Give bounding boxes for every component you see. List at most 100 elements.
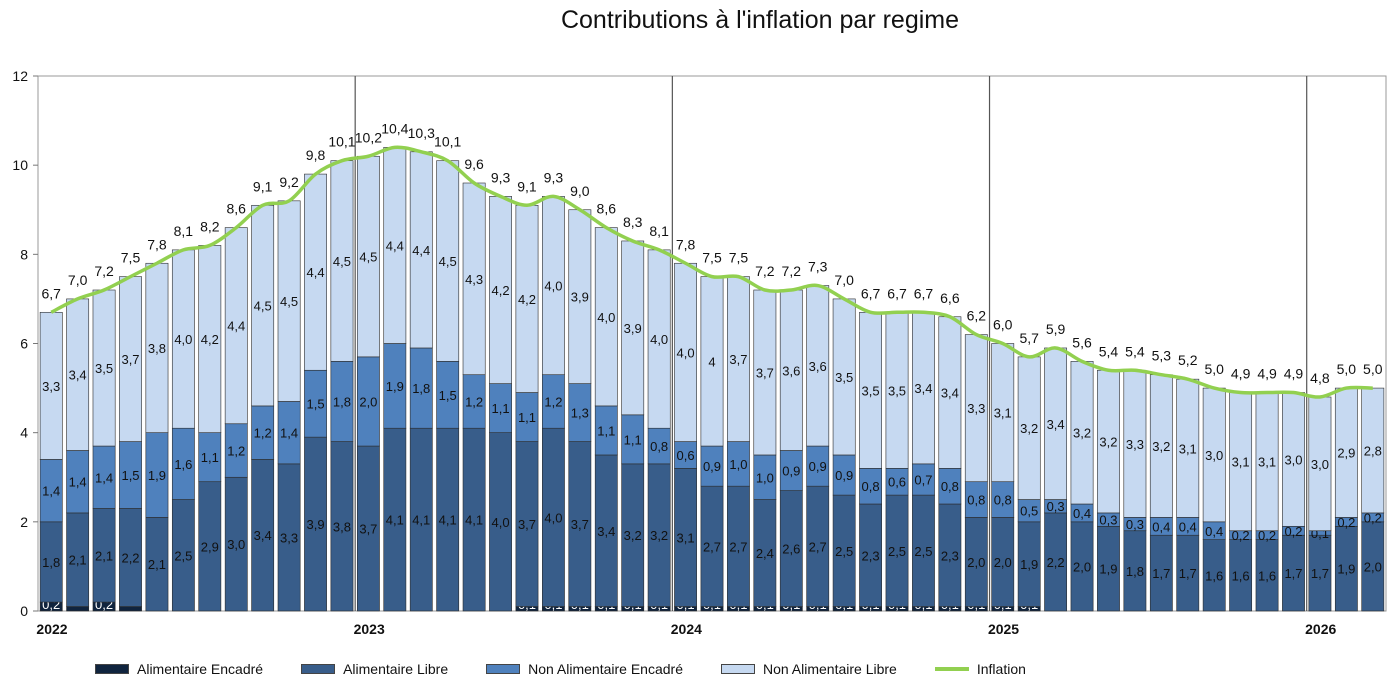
bar-value-label: 4,4 xyxy=(386,238,404,253)
bar-value-label: 1,8 xyxy=(412,381,430,396)
inflation-value-label: 8,6 xyxy=(597,201,617,217)
inflation-value-label: 7,0 xyxy=(68,272,88,288)
bar-value-label: 1,4 xyxy=(95,470,113,485)
inflation-value-label: 7,8 xyxy=(676,236,696,252)
bar-value-label: 1,4 xyxy=(69,475,87,490)
bar-value-label: 0,3 xyxy=(1047,499,1065,514)
bar-value-label: 3,0 xyxy=(227,537,245,552)
bar-value-label: 3,3 xyxy=(280,530,298,545)
bar-value-label: 3,4 xyxy=(597,524,615,539)
bar-value-label: 1,0 xyxy=(756,470,774,485)
bar-value-label: 3,7 xyxy=(121,352,139,367)
bar-value-label: 3,4 xyxy=(254,528,272,543)
inflation-value-label: 8,1 xyxy=(649,223,669,239)
inflation-value-label: 10,1 xyxy=(434,134,461,150)
legend-swatch xyxy=(301,664,336,674)
bar-value-label: 1,2 xyxy=(227,444,245,459)
inflation-value-label: 6,7 xyxy=(861,285,881,301)
bar-value-label: 1,8 xyxy=(1126,564,1144,579)
bar-value-label: 3,2 xyxy=(1020,421,1038,436)
legend-label: Inflation xyxy=(976,661,1026,677)
legend-item: Non Alimentaire Libre xyxy=(721,661,897,677)
bar-value-label: 2,8 xyxy=(1364,444,1382,459)
bar-value-label: 4,1 xyxy=(439,513,457,528)
legend-swatch xyxy=(721,664,755,674)
bar-value-label: 0,4 xyxy=(1205,524,1223,539)
y-tick-label: 0 xyxy=(20,603,28,619)
inflation-value-label: 5,3 xyxy=(1152,348,1172,364)
bar-value-label: 0,7 xyxy=(914,472,932,487)
bar-value-label: 0,2 xyxy=(1337,515,1355,530)
bar-value-label: 0,8 xyxy=(967,493,985,508)
inflation-value-label: 7,5 xyxy=(702,250,722,266)
inflation-value-label: 5,7 xyxy=(1019,330,1039,346)
bar-segment xyxy=(66,606,90,612)
bar-value-label: 4,4 xyxy=(227,319,245,334)
bar-value-label: 3,1 xyxy=(994,406,1012,421)
bar-value-label: 4,4 xyxy=(306,265,324,280)
bar-value-label: 2,2 xyxy=(121,551,139,566)
bar-segment xyxy=(119,606,142,612)
bar-value-label: 0,8 xyxy=(941,479,959,494)
bar-value-label: 3,1 xyxy=(1232,455,1250,470)
bar-value-label: 4,1 xyxy=(465,513,483,528)
bar-value-label: 4,0 xyxy=(544,279,562,294)
bar-value-label: 1,1 xyxy=(518,410,536,425)
inflation-value-label: 6,7 xyxy=(914,285,934,301)
legend-label: Non Alimentaire Libre xyxy=(763,661,897,677)
bar-value-label: 4,1 xyxy=(386,513,404,528)
bar-value-label: 3,8 xyxy=(148,341,166,356)
bar-value-label: 3,0 xyxy=(1205,448,1223,463)
y-tick-label: 10 xyxy=(12,157,28,173)
bar-value-label: 1,9 xyxy=(1337,562,1355,577)
legend-label: Non Alimentaire Encadré xyxy=(528,661,683,677)
bar-value-label: 1,9 xyxy=(148,468,166,483)
bar-value-label: 2,7 xyxy=(809,539,827,554)
inflation-value-label: 5,2 xyxy=(1178,352,1198,368)
bar-value-label: 3,7 xyxy=(571,517,589,532)
bar-value-label: 4,5 xyxy=(439,254,457,269)
inflation-value-label: 8,2 xyxy=(200,218,220,234)
legend-label: Alimentaire Libre xyxy=(343,661,449,677)
bar-value-label: 1,5 xyxy=(121,468,139,483)
inflation-value-label: 6,7 xyxy=(887,285,907,301)
inflation-value-label: 7,2 xyxy=(782,263,802,279)
legend-line-swatch xyxy=(934,667,969,671)
bar-value-label: 1,2 xyxy=(254,426,272,441)
bar-value-label: 0,8 xyxy=(862,479,880,494)
bar-value-label: 3,0 xyxy=(1284,452,1302,467)
bar-value-label: 3,9 xyxy=(571,290,589,305)
bar-value-label: 2,9 xyxy=(201,539,219,554)
bar-value-label: 1,9 xyxy=(1099,562,1117,577)
inflation-value-label: 9,3 xyxy=(544,169,564,185)
legend-item: Alimentaire Libre xyxy=(301,661,448,677)
bar-value-label: 1,0 xyxy=(729,457,747,472)
bar-value-label: 2,0 xyxy=(967,555,985,570)
x-year-label: 2022 xyxy=(36,621,67,637)
bar-value-label: 1,9 xyxy=(386,379,404,394)
bar-value-label: 1,7 xyxy=(1284,566,1302,581)
bar-value-label: 3,6 xyxy=(809,359,827,374)
bar-value-label: 2,5 xyxy=(174,548,192,563)
bar-value-label: 2,0 xyxy=(1073,559,1091,574)
bar-value-label: 1,1 xyxy=(492,401,510,416)
bar-value-label: 3,5 xyxy=(862,383,880,398)
inflation-value-label: 7,8 xyxy=(147,236,167,252)
bar-value-label: 0,3 xyxy=(1126,517,1144,532)
bar-value-label: 1,6 xyxy=(1232,568,1250,583)
bar-value-label: 1,1 xyxy=(624,432,642,447)
bar-value-label: 1,1 xyxy=(597,423,615,438)
inflation-value-label: 5,0 xyxy=(1204,361,1224,377)
bar-value-label: 2,1 xyxy=(69,553,87,568)
bar-value-label: 3,3 xyxy=(967,401,985,416)
bar-value-label: 3,4 xyxy=(69,368,87,383)
bar-value-label: 0,6 xyxy=(677,448,695,463)
bar-value-label: 4,0 xyxy=(492,515,510,530)
bar-value-label: 4,5 xyxy=(254,299,272,314)
bar-value-label: 0,2 xyxy=(1258,528,1276,543)
bar-value-label: 1,2 xyxy=(465,394,483,409)
bar-value-label: 1,9 xyxy=(1020,557,1038,572)
legend-label: Alimentaire Encadré xyxy=(137,661,264,677)
bar-value-label: 4,0 xyxy=(677,345,695,360)
inflation-value-label: 9,2 xyxy=(279,174,299,190)
